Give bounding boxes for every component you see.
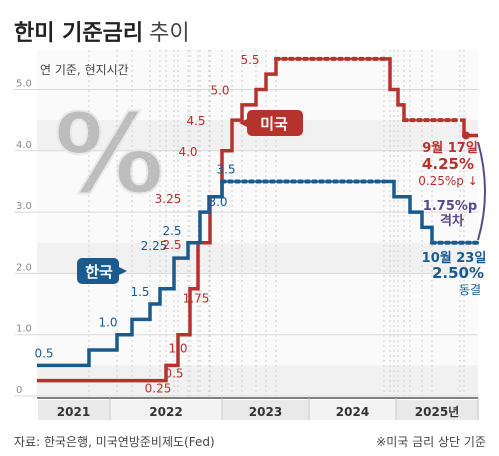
percent-decor-icon: % <box>54 90 164 218</box>
chart-title-bold: 한미 기준금리 <box>14 21 143 46</box>
chart-title-light: 추이 <box>149 21 189 46</box>
x-band <box>111 400 221 420</box>
korea-data-label: 3.0 <box>208 195 227 209</box>
grid-band <box>37 304 478 335</box>
x-tick-label: 2022 <box>149 405 182 419</box>
y-tick-label: 3.0 <box>16 201 32 212</box>
x-tick-label: 2024 <box>336 405 369 419</box>
korea-badge: 한국 <box>77 258 127 284</box>
x-band <box>397 400 477 420</box>
gap-label: 격차 <box>440 213 464 229</box>
x-band <box>223 400 308 420</box>
korea-latest-value: 2.50% <box>432 264 484 282</box>
gap-value: 1.75%p <box>423 199 477 214</box>
korea-data-label: 1.0 <box>98 316 117 330</box>
korea-latest-date: 10월 23일 <box>422 250 487 266</box>
x-band <box>38 400 109 420</box>
usa-badge-label: 미국 <box>260 115 288 133</box>
usa-data-label: 4.5 <box>186 114 205 128</box>
series-lines <box>37 56 480 383</box>
korea-series-line <box>37 179 478 368</box>
usa-latest-date: 9월 17일 <box>422 140 478 156</box>
usa-data-label: 4.0 <box>178 145 197 159</box>
y-tick-label: 1.0 <box>16 324 32 335</box>
y-tick-label: 5.0 <box>16 79 32 90</box>
korea-data-label: 2.5 <box>162 224 181 238</box>
usa-latest-point <box>462 131 470 140</box>
korea-data-label: 1.5 <box>130 285 149 299</box>
x-band <box>310 400 395 420</box>
usa-latest-change: 0.25%p ↓ <box>418 174 478 188</box>
korea-data-label: 2.25 <box>141 239 168 253</box>
korea-latest-change: 동결 <box>459 283 481 297</box>
y-tick-label: 2.0 <box>16 262 32 273</box>
korea-badge-label: 한국 <box>85 263 113 281</box>
x-tick-label: 2023 <box>249 405 282 419</box>
usa-badge: 미국 <box>239 110 303 136</box>
y-tick-label: 0 <box>16 385 22 396</box>
chart-title: 한미 기준금리 추이 <box>14 21 190 46</box>
usa-data-label: 2.5 <box>162 238 181 252</box>
usa-latest-value: 4.25% <box>422 155 474 173</box>
chart-subtitle: 연 기준, 현지시간 <box>40 63 129 77</box>
usa-data-label: 0.25 <box>145 382 172 396</box>
y-tick-label: 4.0 <box>16 140 32 151</box>
usa-data-label: 5.5 <box>240 53 259 67</box>
usa-data-label: 0.5 <box>164 366 183 380</box>
gap-bracket <box>477 141 486 241</box>
usa-series-line <box>37 57 478 383</box>
usa-data-label: 5.0 <box>210 84 229 98</box>
usa-data-label: 3.25 <box>155 192 182 206</box>
korea-data-label: 0.5 <box>34 346 53 360</box>
x-tick-label: 2025년 <box>415 405 459 419</box>
footer-source: 자료: 한국은행, 미국연방준비제도(Fed) <box>14 434 215 449</box>
footer-note: ※미국 금리 상단 기준 <box>376 435 486 449</box>
korea-data-label: 3.5 <box>216 162 235 176</box>
usa-data-label: 1.75 <box>183 292 210 306</box>
grid-band <box>37 58 478 90</box>
x-tick-label: 2021 <box>57 405 90 419</box>
x-axis-bands: 2021 2022 2023 2024 2025년 <box>37 397 479 420</box>
usa-data-label: 1.0 <box>168 342 187 356</box>
data-labels: 0.25 0.5 1.0 1.75 2.5 3.25 4.0 4.5 5.0 5.5 0.5 1.0 1… <box>34 53 259 396</box>
